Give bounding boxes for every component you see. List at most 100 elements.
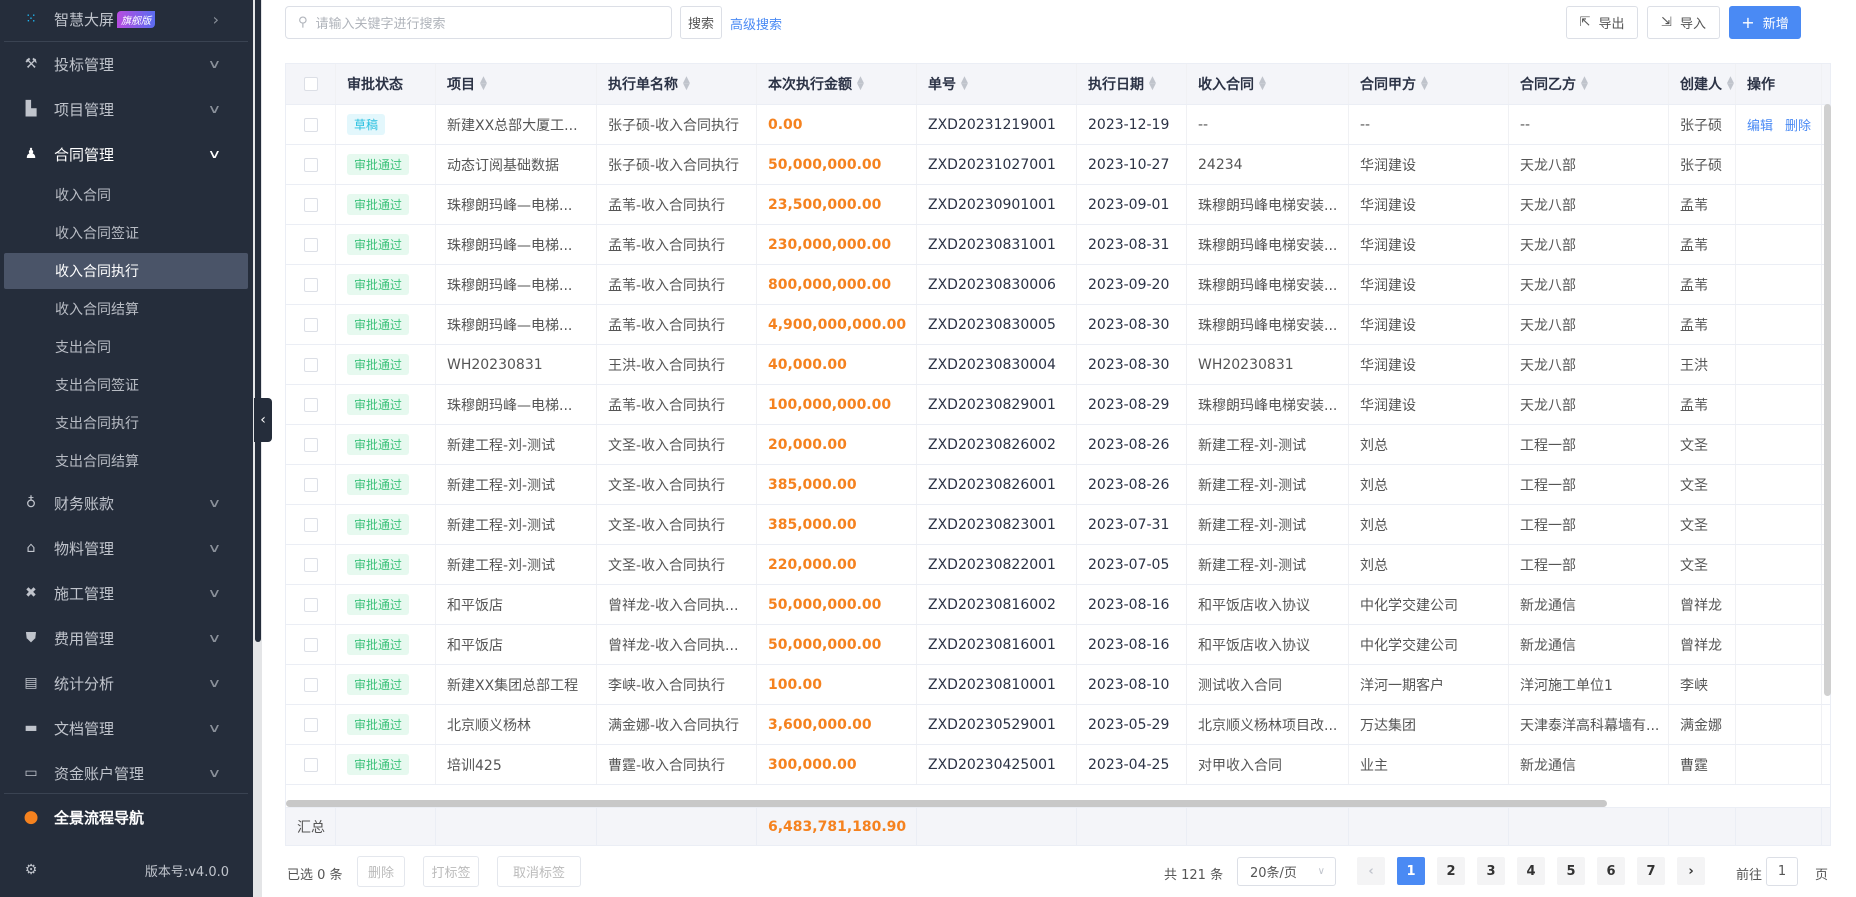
row-checkbox[interactable] — [304, 637, 318, 652]
sidebar-item-process-nav[interactable]: ● 全景流程导航 — [23, 807, 145, 827]
sort-icon[interactable]: ▲ ▼ — [1259, 75, 1266, 92]
column-header[interactable]: 合同乙方 ▲ ▼ — [1509, 64, 1669, 104]
money-bag-icon: ♁ — [25, 495, 37, 511]
sort-icon[interactable]: ▲ ▼ — [1421, 75, 1428, 92]
sidebar-group-物料管理[interactable]: ⌂ 物料管理 ∨ — [0, 529, 253, 567]
column-header[interactable]: 合同甲方 ▲ ▼ — [1349, 64, 1509, 104]
sidebar-group-项目管理[interactable]: ▙ 项目管理 ∨ — [0, 90, 253, 128]
page-button[interactable]: 4 — [1517, 857, 1545, 885]
import-button[interactable]: ⇲ 导入 — [1647, 6, 1720, 39]
sort-icon[interactable]: ▲ ▼ — [683, 75, 690, 92]
row-checkbox[interactable] — [304, 717, 318, 732]
sidebar-subitem[interactable]: 收入合同签证 — [55, 226, 139, 242]
sort-icon[interactable]: ▲ ▼ — [1581, 75, 1588, 92]
collapse-sidebar-button[interactable]: ‹ — [254, 398, 272, 442]
sidebar-subitem[interactable]: 支出合同结算 — [55, 454, 139, 470]
sidebar-group-资金账户管理[interactable]: ▭ 资金账户管理 ∨ — [0, 754, 253, 792]
sidebar-group-文档管理[interactable]: ▬ 文档管理 ∨ — [0, 709, 253, 747]
page-button[interactable]: 3 — [1477, 857, 1505, 885]
cell: 2023-12-19 — [1077, 105, 1187, 144]
row-checkbox[interactable] — [304, 157, 318, 172]
row-checkbox[interactable] — [304, 117, 318, 132]
sidebar-group-费用管理[interactable]: ⛊ 费用管理 ∨ — [0, 619, 253, 657]
cell: 华润建设 — [1349, 185, 1509, 224]
goto-page-input[interactable]: 1 — [1766, 857, 1798, 886]
row-checkbox[interactable] — [304, 557, 318, 572]
prev-page-button[interactable]: ‹ — [1357, 857, 1385, 885]
column-header[interactable]: 本次执行金额 ▲ ▼ — [757, 64, 917, 104]
row-checkbox[interactable] — [304, 677, 318, 692]
untag-button[interactable]: 取消标签 — [497, 856, 581, 887]
sort-icon[interactable]: ▲ ▼ — [1727, 75, 1734, 92]
cell: 张子硕-收入合同执行 — [597, 105, 757, 144]
cell: 天龙八部 — [1509, 385, 1669, 424]
row-checkbox[interactable] — [304, 517, 318, 532]
cell: 李峡-收入合同执行 — [597, 665, 757, 704]
row-checkbox[interactable] — [304, 437, 318, 452]
row-checkbox[interactable] — [304, 317, 318, 332]
edit-link[interactable]: 编辑 — [1747, 119, 1774, 134]
sidebar-scrollbar-thumb[interactable] — [255, 0, 261, 642]
table-row: 审批通过 和平饭店 曾祥龙-收入合同执... 50,000,000.00 ZXD2023… — [286, 585, 1830, 625]
page-size-select[interactable]: 20条/页 ∨ — [1237, 857, 1336, 886]
sidebar-group-财务账款[interactable]: ♁ 财务账款 ∨ — [0, 484, 253, 522]
tag-button[interactable]: 打标签 — [423, 856, 479, 887]
sidebar-group-施工管理[interactable]: ✖ 施工管理 ∨ — [0, 574, 253, 612]
add-button[interactable]: + 新增 — [1729, 6, 1801, 39]
row-checkbox[interactable] — [304, 277, 318, 292]
cell: 2023-08-29 — [1077, 385, 1187, 424]
actions-cell: 编辑 删除 — [1736, 105, 1822, 144]
sort-icon[interactable]: ▲ ▼ — [857, 75, 864, 92]
row-checkbox[interactable] — [304, 197, 318, 212]
row-checkbox[interactable] — [304, 357, 318, 372]
settings-icon[interactable]: ⚙ — [24, 862, 38, 878]
sidebar-subitem[interactable]: 支出合同签证 — [55, 378, 139, 394]
row-checkbox[interactable] — [304, 477, 318, 492]
sidebar-subitem[interactable]: 收入合同 — [55, 188, 111, 204]
column-header[interactable]: 创建人 ▲ ▼ — [1669, 64, 1736, 104]
sidebar-subitem[interactable]: 收入合同执行 — [4, 253, 248, 289]
actions-cell — [1736, 545, 1822, 584]
column-header[interactable]: 单号 ▲ ▼ — [917, 64, 1077, 104]
page-button[interactable]: 2 — [1437, 857, 1465, 885]
horizontal-scrollbar[interactable] — [286, 800, 1607, 807]
sort-icon[interactable]: ▲ ▼ — [480, 75, 487, 92]
sidebar-subitem[interactable]: 支出合同执行 — [55, 416, 139, 432]
search-button[interactable]: 搜索 — [680, 6, 722, 39]
bulk-delete-button[interactable]: 删除 — [357, 856, 405, 887]
column-header[interactable]: 收入合同 ▲ ▼ — [1187, 64, 1349, 104]
page-button[interactable]: 6 — [1597, 857, 1625, 885]
import-icon: ⇲ — [1661, 15, 1672, 30]
select-all-checkbox[interactable] — [304, 77, 318, 91]
column-header[interactable]: 执行日期 ▲ ▼ — [1077, 64, 1187, 104]
sidebar-item-dashboard[interactable]: ⁙ 智慧大屏 旗舰版 › — [0, 0, 253, 38]
sidebar-subitem[interactable]: 收入合同结算 — [55, 302, 139, 318]
search-input[interactable]: ⚲ 请输入关键字进行搜索 — [285, 6, 672, 39]
column-header[interactable]: 执行单名称 ▲ ▼ — [597, 64, 757, 104]
export-button[interactable]: ⇱ 导出 — [1566, 6, 1638, 39]
column-header[interactable]: 项目 ▲ ▼ — [436, 64, 597, 104]
sidebar-group-合同管理[interactable]: ♟ 合同管理 ∨ — [0, 135, 253, 173]
sidebar-group-统计分析[interactable]: ▤ 统计分析 ∨ — [0, 664, 253, 702]
row-checkbox[interactable] — [304, 757, 318, 772]
advanced-search-link[interactable]: 高级搜索 — [730, 18, 783, 33]
page-button[interactable]: 7 — [1637, 857, 1665, 885]
delete-link[interactable]: 删除 — [1785, 119, 1812, 134]
status-badge: 审批通过 — [347, 394, 410, 415]
page-button[interactable]: 1 — [1397, 857, 1425, 885]
cell: 孟苇-收入合同执行 — [597, 185, 757, 224]
sort-icon[interactable]: ▲ ▼ — [1149, 75, 1156, 92]
vertical-scrollbar[interactable] — [1824, 104, 1831, 696]
sidebar-group-投标管理[interactable]: ⚒ 投标管理 ∨ — [0, 45, 253, 83]
row-checkbox[interactable] — [304, 237, 318, 252]
status-badge: 审批通过 — [347, 474, 410, 495]
sort-icon[interactable]: ▲ ▼ — [961, 75, 968, 92]
sidebar-subitem[interactable]: 支出合同 — [55, 340, 111, 356]
row-checkbox[interactable] — [304, 397, 318, 412]
row-checkbox[interactable] — [304, 597, 318, 612]
next-page-button[interactable]: › — [1677, 857, 1705, 885]
cell: 新建工程-刘-测试 — [1187, 425, 1349, 464]
cell: 50,000,000.00 — [757, 145, 917, 184]
page-unit: 页 — [1815, 868, 1829, 883]
page-button[interactable]: 5 — [1557, 857, 1585, 885]
